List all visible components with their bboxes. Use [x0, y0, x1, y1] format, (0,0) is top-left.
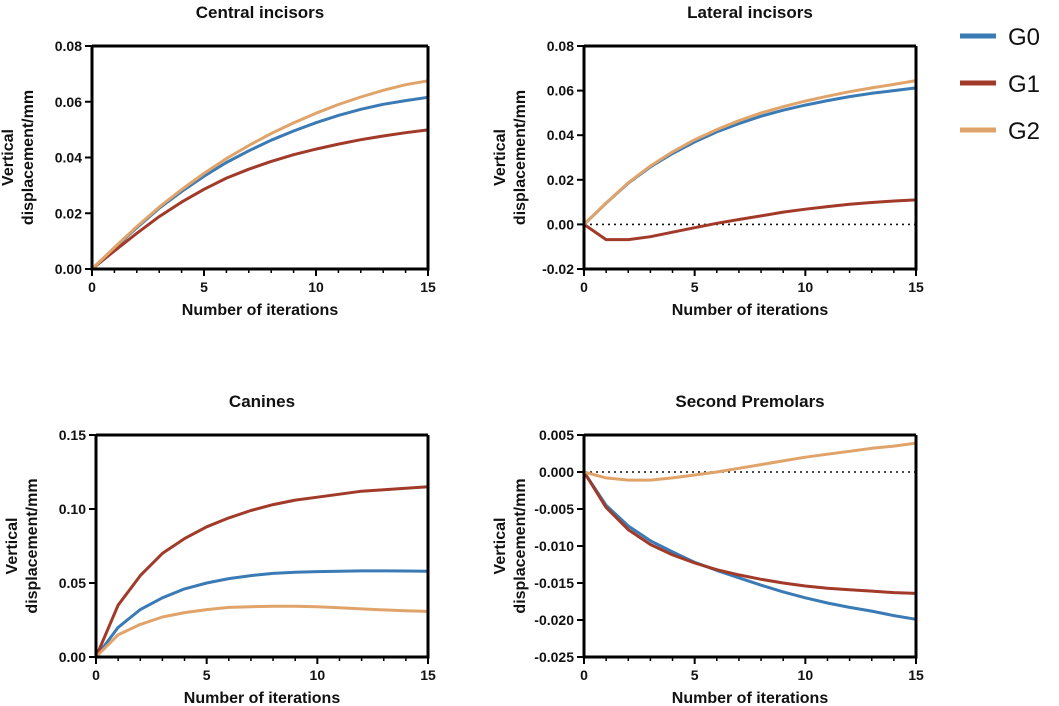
- y-tick-label: 0.08: [547, 38, 574, 54]
- x-axis-label: Number of iterations: [672, 302, 829, 319]
- series-line-g2: [582, 79, 918, 226]
- y-tick-label: 0.08: [55, 38, 82, 54]
- series-line-g0: [94, 569, 430, 659]
- y-tick-label: 0.02: [547, 172, 574, 188]
- chart-panel-2: Lateral incisors 0 5 10 15 -0.02 0.00 0.02 0.04 0…: [492, 3, 924, 319]
- y-tick-label: -0.02: [542, 261, 574, 277]
- x-tick-label: 0: [580, 667, 588, 683]
- x-tick-label: 0: [92, 667, 100, 683]
- y-tick-label: -0.020: [534, 612, 574, 628]
- x-tick-label: 10: [798, 667, 814, 683]
- y-tick-label: 0.005: [539, 427, 574, 443]
- y-axis-label: Vertical displacement/mm: [4, 478, 41, 613]
- y-axis-label-line: displacement/mm: [512, 478, 529, 613]
- y-tick-label: -0.005: [534, 501, 574, 517]
- series-line-g1: [582, 198, 918, 242]
- x-tick-label: 5: [203, 667, 211, 683]
- y-axis-label: Vertical displacement/mm: [492, 90, 529, 225]
- x-axis-label: Number of iterations: [672, 690, 829, 706]
- y-tick-label: 0.06: [547, 83, 574, 99]
- chart-panel-3: Canines 0 5 10 15 0.00 0.05 0.10 0.15 Number of i…: [4, 392, 436, 706]
- x-tick-label: 10: [310, 667, 326, 683]
- y-tick-label: -0.025: [534, 649, 574, 665]
- y-axis-label: Vertical displacement/mm: [0, 90, 37, 225]
- y-tick-label: 0.00: [55, 261, 82, 277]
- y-tick-label: -0.015: [534, 575, 574, 591]
- x-axis-label: Number of iterations: [184, 690, 341, 706]
- y-tick-label: 0.00: [59, 649, 86, 665]
- y-axis-label: Vertical displacement/mm: [492, 478, 529, 613]
- y-tick-label: 0.05: [59, 575, 86, 591]
- y-tick-label: 0.06: [55, 94, 82, 110]
- chart-title: Lateral incisors: [687, 3, 813, 22]
- y-tick-label: 0.000: [539, 464, 574, 480]
- series-line-g0: [582, 470, 918, 621]
- y-axis-label-line: Vertical: [492, 518, 509, 575]
- chart-panel-4: Second Premolars 0 5 10 15 -0.025 -0.020 -0.015…: [492, 392, 924, 706]
- y-tick-label: 0.02: [55, 205, 82, 221]
- y-axis-label-line: displacement/mm: [512, 90, 529, 225]
- chart-panels: Central incisors 0 5 10 15 0.00 0.02 0.04 0.06 0.…: [0, 3, 924, 706]
- y-axis-label-line: displacement/mm: [20, 90, 37, 225]
- chart-title: Second Premolars: [675, 392, 824, 411]
- chart-title: Canines: [229, 392, 295, 411]
- legend: G0 G1 G2: [960, 24, 1040, 145]
- series-line-g2: [94, 604, 430, 659]
- y-axis-label-line: displacement/mm: [24, 478, 41, 613]
- y-axis-label-line: Vertical: [492, 129, 509, 186]
- legend-label-g1: G1: [1008, 71, 1040, 98]
- y-tick-label: 0.04: [55, 150, 82, 166]
- x-tick-label: 0: [88, 279, 96, 295]
- x-axis-label: Number of iterations: [182, 302, 339, 319]
- x-tick-label: 5: [200, 279, 208, 295]
- series-line-g1: [582, 470, 918, 595]
- x-tick-label: 10: [798, 279, 814, 295]
- y-axis-label-line: Vertical: [0, 129, 17, 186]
- series-line-g0: [90, 95, 430, 271]
- x-tick-label: 15: [908, 279, 924, 295]
- x-tick-label: 10: [308, 279, 324, 295]
- y-tick-label: 0.10: [59, 501, 86, 517]
- y-axis-label-line: Vertical: [4, 518, 21, 575]
- series-line-g1: [90, 128, 430, 271]
- y-tick-label: -0.010: [534, 538, 574, 554]
- series-line-g2: [582, 441, 918, 482]
- legend-label-g0: G0: [1008, 24, 1040, 51]
- x-tick-label: 15: [420, 279, 436, 295]
- legend-label-g2: G2: [1008, 118, 1040, 145]
- x-tick-label: 0: [580, 279, 588, 295]
- x-tick-label: 15: [908, 667, 924, 683]
- y-tick-label: 0.00: [547, 216, 574, 232]
- series-line-g2: [90, 79, 430, 271]
- x-tick-label: 5: [691, 279, 699, 295]
- x-tick-label: 15: [420, 667, 436, 683]
- series-line-g1: [94, 485, 430, 659]
- chart-title: Central incisors: [196, 3, 325, 22]
- y-tick-label: 0.04: [547, 127, 574, 143]
- y-tick-label: 0.15: [59, 427, 86, 443]
- chart-panel-1: Central incisors 0 5 10 15 0.00 0.02 0.04 0.06 0.…: [0, 3, 436, 319]
- x-tick-label: 5: [691, 667, 699, 683]
